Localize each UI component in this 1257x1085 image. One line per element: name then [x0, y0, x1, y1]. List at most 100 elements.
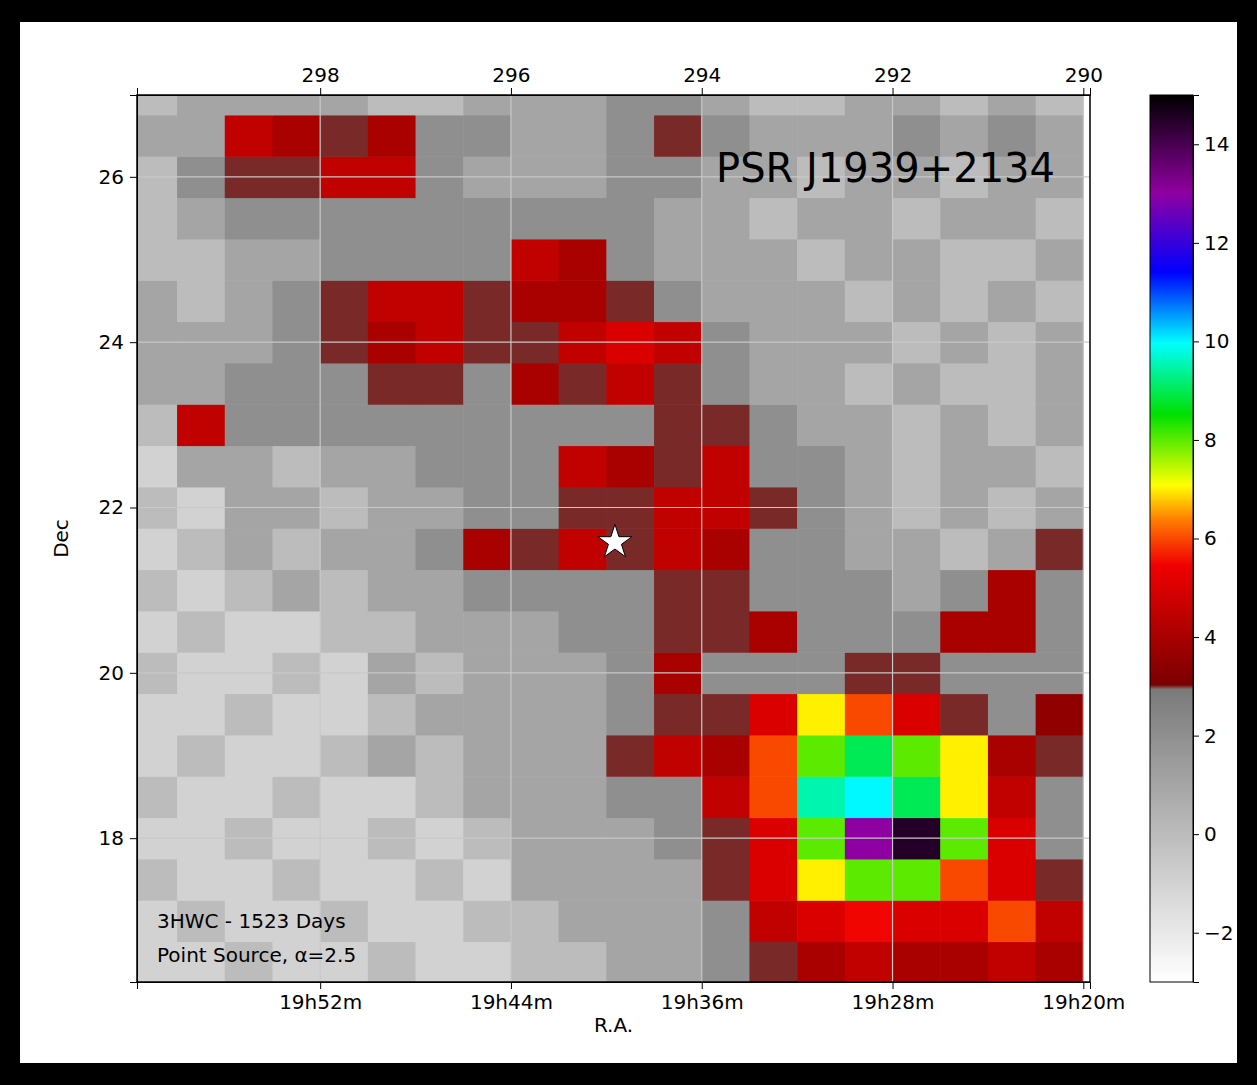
tick-mark: [1193, 933, 1199, 934]
heatmap-cells: [137, 95, 1084, 982]
heatmap-cell: [559, 900, 607, 942]
heatmap-cell: [137, 611, 178, 653]
heatmap-cell: [1036, 528, 1084, 570]
tick: 10: [1193, 329, 1229, 353]
heatmap-cell: [940, 900, 988, 942]
tick: 298: [302, 63, 340, 95]
tick-label: 294: [683, 63, 721, 87]
heatmap-cell: [416, 776, 464, 818]
heatmap-cell: [940, 941, 988, 982]
heatmap-cell: [845, 735, 893, 777]
tick-label: 296: [492, 63, 530, 87]
heatmap-cell: [845, 280, 893, 322]
heatmap-cell: [559, 198, 607, 240]
annotation: Point Source, α=2.5: [157, 943, 356, 967]
grid-line: [137, 838, 1090, 839]
heatmap-cell: [940, 363, 988, 405]
tick-mark: [893, 982, 894, 989]
heatmap-cell: [416, 735, 464, 777]
heatmap-cell: [177, 115, 225, 157]
heatmap-cell: [1036, 280, 1084, 322]
heatmap-cell: [845, 693, 893, 735]
heatmap-cell: [368, 735, 416, 777]
heatmap-cell: [177, 528, 225, 570]
heatmap-cell: [463, 198, 511, 240]
heatmap-cell: [654, 363, 702, 405]
tick: 6: [1193, 526, 1217, 550]
tick-label: 26: [99, 165, 124, 189]
heatmap-cell: [797, 446, 845, 488]
chart-title: PSR J1939+2134: [716, 145, 1055, 191]
heatmap-cell: [368, 198, 416, 240]
heatmap-cell: [893, 528, 941, 570]
heatmap-cell: [137, 446, 178, 488]
heatmap-cell: [654, 446, 702, 488]
grid-line: [510, 95, 511, 982]
heatmap-cell: [1036, 363, 1084, 405]
heatmap-cell: [320, 693, 368, 735]
grid-line: [320, 95, 321, 982]
tick: 19h52m: [279, 982, 362, 1014]
heatmap-cell: [845, 404, 893, 446]
plot-frame: [137, 95, 1090, 982]
heatmap-cell: [511, 95, 559, 115]
heatmap-cell: [797, 239, 845, 281]
heatmap-cell: [940, 693, 988, 735]
heatmap-cell: [749, 239, 797, 281]
heatmap-cell: [463, 776, 511, 818]
heatmap-cell: [988, 95, 1036, 115]
heatmap-cell: [606, 280, 654, 322]
heatmap-cell: [797, 776, 845, 818]
heatmap-cell: [606, 776, 654, 818]
heatmap-cell: [988, 941, 1036, 982]
heatmap-cell: [940, 859, 988, 901]
heatmap-cell: [893, 569, 941, 611]
tick-label: 24: [99, 330, 124, 354]
heatmap-cell: [749, 404, 797, 446]
heatmap-cell: [320, 446, 368, 488]
tick-label: 292: [874, 63, 912, 87]
grid: [137, 95, 1090, 982]
tick-mark: [130, 838, 137, 839]
heatmap-cell: [749, 735, 797, 777]
tick: 12: [1193, 231, 1229, 255]
heatmap-cell: [137, 735, 178, 777]
heatmap-cell: [606, 900, 654, 942]
heatmap-cell: [511, 611, 559, 653]
heatmap-cell: [702, 363, 750, 405]
heatmap-cell: [988, 446, 1036, 488]
heatmap-cell: [225, 611, 273, 653]
tick-label: 18: [99, 826, 124, 850]
heatmap-cell: [702, 95, 750, 115]
heatmap-cell: [845, 569, 893, 611]
heatmap-cell: [177, 239, 225, 281]
axis-line: [130, 96, 138, 983]
heatmap-cell: [511, 900, 559, 942]
heatmap-cell: [177, 569, 225, 611]
heatmap-cell: [559, 115, 607, 157]
heatmap-cell: [606, 115, 654, 157]
heatmap-cell: [463, 528, 511, 570]
x-axis: 19h52m19h44m19h36m19h28m19h20m: [138, 982, 1126, 1014]
heatmap-cell: [702, 569, 750, 611]
heatmap-cell: [177, 611, 225, 653]
x2-axis: 298296294292290: [138, 63, 1103, 96]
heatmap-cell: [272, 95, 320, 115]
heatmap-cell: [893, 941, 941, 982]
heatmap-cell: [368, 95, 416, 115]
points: [598, 524, 632, 556]
heatmap-cell: [845, 446, 893, 488]
heatmap-cell: [1036, 569, 1084, 611]
heatmap-cell: [368, 900, 416, 942]
heatmap-cell: [988, 611, 1036, 653]
heatmap-cell: [225, 569, 273, 611]
heatmap-cell: [463, 446, 511, 488]
heatmap-cell: [272, 776, 320, 818]
tick-mark: [702, 982, 703, 989]
tick-mark: [320, 88, 321, 95]
heatmap-cell: [511, 239, 559, 281]
heatmap-cell: [225, 198, 273, 240]
heatmap-cell: [416, 569, 464, 611]
heatmap-cell: [225, 446, 273, 488]
tick: 292: [874, 63, 912, 95]
